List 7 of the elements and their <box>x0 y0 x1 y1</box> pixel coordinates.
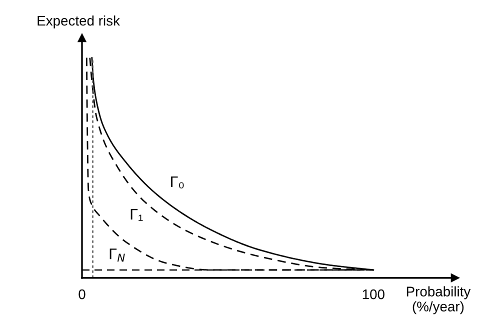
x-tick-label: 100 <box>362 289 384 300</box>
x-tick-label: 0 <box>78 289 86 300</box>
series-label: Γ₀ <box>171 176 184 188</box>
y-axis-title: Expected risk <box>38 15 120 28</box>
series-label: Γ₁ <box>130 208 143 221</box>
series-label: Γ$_{N}$ <box>110 248 125 262</box>
x-axis-title: Probability (%/year) <box>406 286 471 314</box>
